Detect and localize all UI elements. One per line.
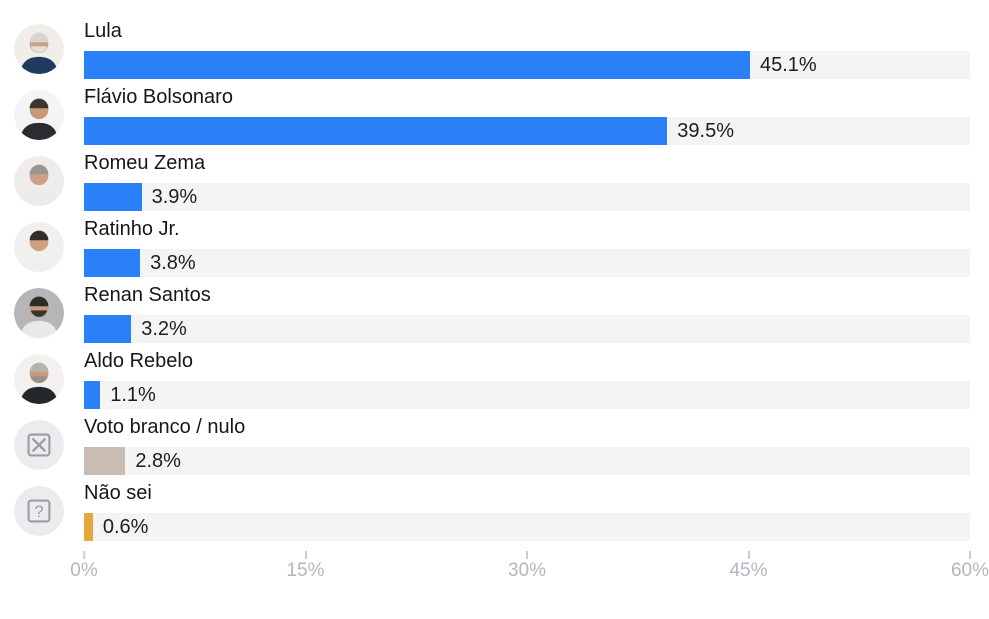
x-square-icon: [14, 420, 64, 470]
poll-row: Romeu Zema 3.9%: [14, 151, 970, 211]
candidate-name-label: Lula: [84, 20, 122, 42]
bar: [84, 513, 93, 541]
question-square-icon: ?: [14, 486, 64, 536]
candidate-name-label: Voto branco / nulo: [84, 416, 246, 438]
candidate-name-label: Aldo Rebelo: [84, 350, 193, 372]
bar-value-label: 39.5%: [677, 119, 734, 142]
tick-mark: [304, 551, 307, 559]
row-chart-area: Ratinho Jr. 3.8%: [84, 217, 970, 277]
tick-label: 30%: [507, 560, 547, 581]
bar-track: 3.8%: [84, 249, 970, 277]
bar: [84, 117, 668, 145]
renan-santos-avatar: [14, 288, 64, 338]
poll-row: Voto branco / nulo 2.8%: [14, 415, 970, 475]
candidate-name-label: Ratinho Jr.: [84, 218, 180, 240]
tick-label: 60%: [950, 560, 989, 581]
aldo-rebelo-avatar: [14, 354, 64, 404]
tick-mark: [747, 551, 750, 559]
poll-row: Aldo Rebelo 1.1%: [14, 349, 970, 409]
row-chart-area: Aldo Rebelo 1.1%: [84, 349, 970, 409]
bar-value-label: 3.2%: [141, 317, 187, 340]
bar-track: 1.1%: [84, 381, 970, 409]
tick-mark: [969, 551, 971, 559]
row-chart-area: Romeu Zema 3.9%: [84, 151, 970, 211]
bar: [84, 381, 101, 409]
poll-row: ? Não sei 0.6%: [14, 481, 970, 541]
poll-row: Renan Santos 3.2%: [14, 283, 970, 343]
bar-value-label: 2.8%: [135, 449, 181, 472]
x-axis-tick: 45%: [729, 551, 768, 582]
tick-mark: [83, 551, 85, 559]
bar-value-label: 3.8%: [150, 251, 196, 274]
bar-track: 2.8%: [84, 447, 970, 475]
bar-track: 39.5%: [84, 117, 970, 145]
x-axis-tick: 0%: [70, 551, 98, 582]
candidate-name-label: Não sei: [84, 482, 152, 504]
bar-value-label: 1.1%: [110, 383, 156, 406]
row-chart-area: Lula 45.1%: [84, 19, 970, 79]
poll-row: Flávio Bolsonaro 39.5%: [14, 85, 970, 145]
bar: [84, 183, 142, 211]
poll-row: Ratinho Jr. 3.8%: [14, 217, 970, 277]
flavio-bolsonaro-avatar: [14, 90, 64, 140]
x-axis-tick: 30%: [508, 551, 546, 582]
bar-track: 0.6%: [84, 513, 970, 541]
row-chart-area: Flávio Bolsonaro 39.5%: [84, 85, 970, 145]
bar-track: 45.1%: [84, 51, 970, 79]
bar-value-label: 45.1%: [759, 53, 817, 76]
row-chart-area: Não sei 0.6%: [84, 481, 970, 541]
tick-label: 0%: [70, 560, 98, 581]
ratinho-jr-avatar: [14, 222, 64, 272]
bar: [84, 51, 750, 79]
candidate-name-label: Flávio Bolsonaro: [84, 86, 233, 108]
tick-label: 15%: [286, 560, 325, 581]
tick-label: 45%: [729, 560, 768, 581]
bar: [84, 447, 126, 475]
lula-avatar: [14, 24, 64, 74]
candidate-name-label: Renan Santos: [84, 284, 211, 306]
tick-mark: [526, 551, 528, 559]
chart-rows: Lula 45.1% Flávio Bolsonaro 39.5% Romeu …: [14, 19, 970, 541]
bar: [84, 315, 132, 343]
bar-value-label: 0.6%: [102, 515, 149, 538]
x-axis-tick: 60%: [951, 551, 989, 582]
svg-text:?: ?: [34, 502, 43, 521]
candidate-name-label: Romeu Zema: [84, 152, 206, 174]
bar-value-label: 3.9%: [151, 185, 198, 208]
row-chart-area: Renan Santos 3.2%: [84, 283, 970, 343]
x-axis: 0% 15% 30% 45% 60%: [70, 551, 989, 593]
row-chart-area: Voto branco / nulo 2.8%: [84, 415, 970, 475]
romeu-zema-avatar: [14, 156, 64, 206]
bar: [84, 249, 141, 277]
poll-row: Lula 45.1%: [14, 19, 970, 79]
x-axis-tick: 15%: [286, 551, 325, 582]
bar-track: 3.9%: [84, 183, 970, 211]
bar-track: 3.2%: [84, 315, 970, 343]
